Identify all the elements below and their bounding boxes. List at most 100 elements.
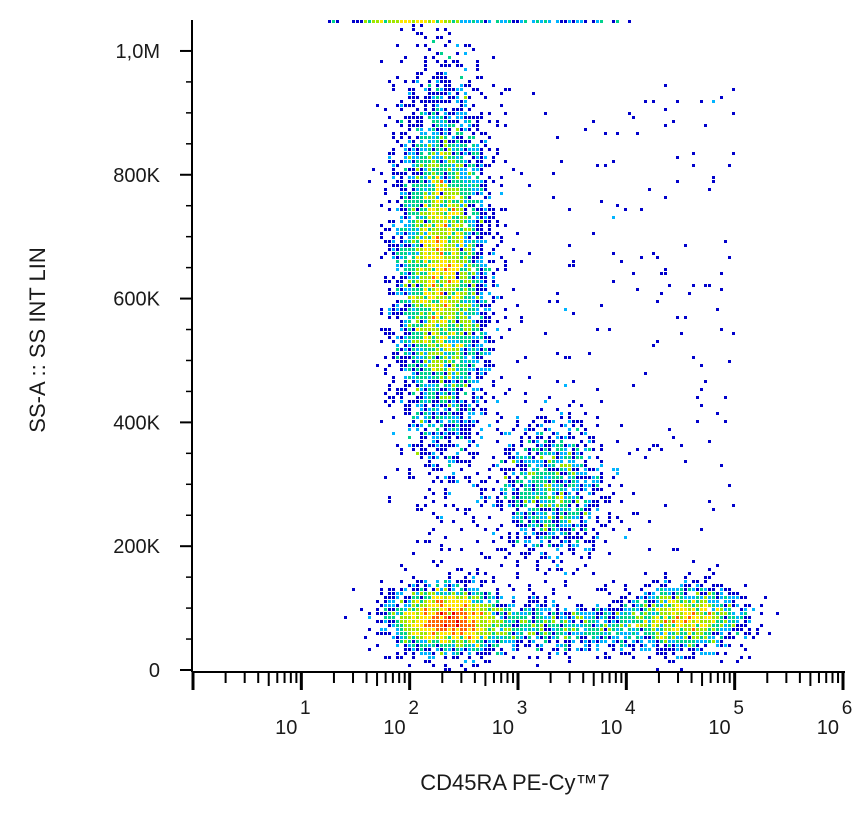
event-dot [532, 480, 535, 483]
event-dot [448, 576, 451, 579]
event-dot [420, 272, 423, 275]
event-dot [408, 604, 411, 607]
event-dot [460, 376, 463, 379]
event-dot [572, 460, 575, 463]
x-tick-exponent: 3 [517, 698, 528, 719]
event-dot [444, 292, 447, 295]
event-dot [400, 564, 403, 567]
event-dot [596, 632, 599, 635]
event-dot [448, 404, 451, 407]
event-dot [460, 116, 463, 119]
event-dot [420, 188, 423, 191]
event-dot [488, 600, 491, 603]
event-dot [524, 488, 527, 491]
event-dot [428, 224, 431, 227]
event-dot [460, 76, 463, 79]
event-dot [492, 608, 495, 611]
event-dot [444, 580, 447, 583]
event-dot [540, 444, 543, 447]
event-dot [392, 624, 395, 627]
event-dot [384, 332, 387, 335]
event-dot [484, 96, 487, 99]
event-dot [664, 196, 667, 199]
event-dot [536, 488, 539, 491]
event-dot [432, 348, 435, 351]
event-dot [672, 548, 675, 551]
y-tick-label: 1,0M [116, 41, 160, 63]
event-dot [588, 624, 591, 627]
event-dot [436, 192, 439, 195]
event-dot [672, 616, 675, 619]
event-dot [408, 208, 411, 211]
event-dot [444, 44, 447, 47]
event-dot [648, 648, 651, 651]
event-dot [528, 484, 531, 487]
event-dot [456, 652, 459, 655]
event-dot [684, 316, 687, 319]
event-dot [696, 608, 699, 611]
event-dot [436, 280, 439, 283]
event-dot [424, 104, 427, 107]
event-dot [604, 164, 607, 167]
event-dot [484, 372, 487, 375]
event-dot [700, 608, 703, 611]
event-dot [416, 380, 419, 383]
event-dot [460, 148, 463, 151]
event-dot [728, 484, 731, 487]
event-dot [664, 608, 667, 611]
event-dot [412, 348, 415, 351]
event-dot [412, 620, 415, 623]
event-dot [560, 552, 563, 555]
event-dot [380, 604, 383, 607]
event-dot [476, 484, 479, 487]
event-dot [440, 276, 443, 279]
event-dot [424, 192, 427, 195]
event-dot [708, 612, 711, 615]
event-dot [428, 660, 431, 663]
event-dot [444, 344, 447, 347]
event-dot [384, 228, 387, 231]
event-dot [444, 116, 447, 119]
event-dot [448, 96, 451, 99]
event-dot [460, 272, 463, 275]
event-dot [512, 656, 515, 659]
event-dot [560, 612, 563, 615]
event-dot [388, 624, 391, 627]
event-dot [512, 600, 515, 603]
event-dot [484, 268, 487, 271]
event-dot [728, 636, 731, 639]
event-dot [456, 444, 459, 447]
event-dot [468, 276, 471, 279]
event-dot [544, 604, 547, 607]
event-dot [424, 372, 427, 375]
event-dot [436, 312, 439, 315]
event-dot [564, 512, 567, 515]
event-dot [464, 648, 467, 651]
event-dot [404, 648, 407, 651]
x-tick-exponent: 6 [842, 698, 853, 719]
event-dot [528, 608, 531, 611]
event-dot [508, 388, 511, 391]
event-dot [572, 512, 575, 515]
event-dot [556, 536, 559, 539]
event-dot [476, 264, 479, 267]
event-dot [444, 384, 447, 387]
event-dot [672, 604, 675, 607]
event-dot [672, 600, 675, 603]
event-dot [484, 412, 487, 415]
event-dot [552, 632, 555, 635]
event-dot [460, 84, 463, 87]
event-dot [664, 644, 667, 647]
event-dot [448, 376, 451, 379]
event-dot [676, 620, 679, 623]
event-dot [444, 92, 447, 95]
event-dot [664, 584, 667, 587]
event-dot [420, 620, 423, 623]
event-dot [404, 172, 407, 175]
event-dot [740, 596, 743, 599]
event-dot [716, 584, 719, 587]
event-dot [428, 300, 431, 303]
event-dot [536, 648, 539, 651]
event-dot [420, 648, 423, 651]
event-dot [556, 648, 559, 651]
